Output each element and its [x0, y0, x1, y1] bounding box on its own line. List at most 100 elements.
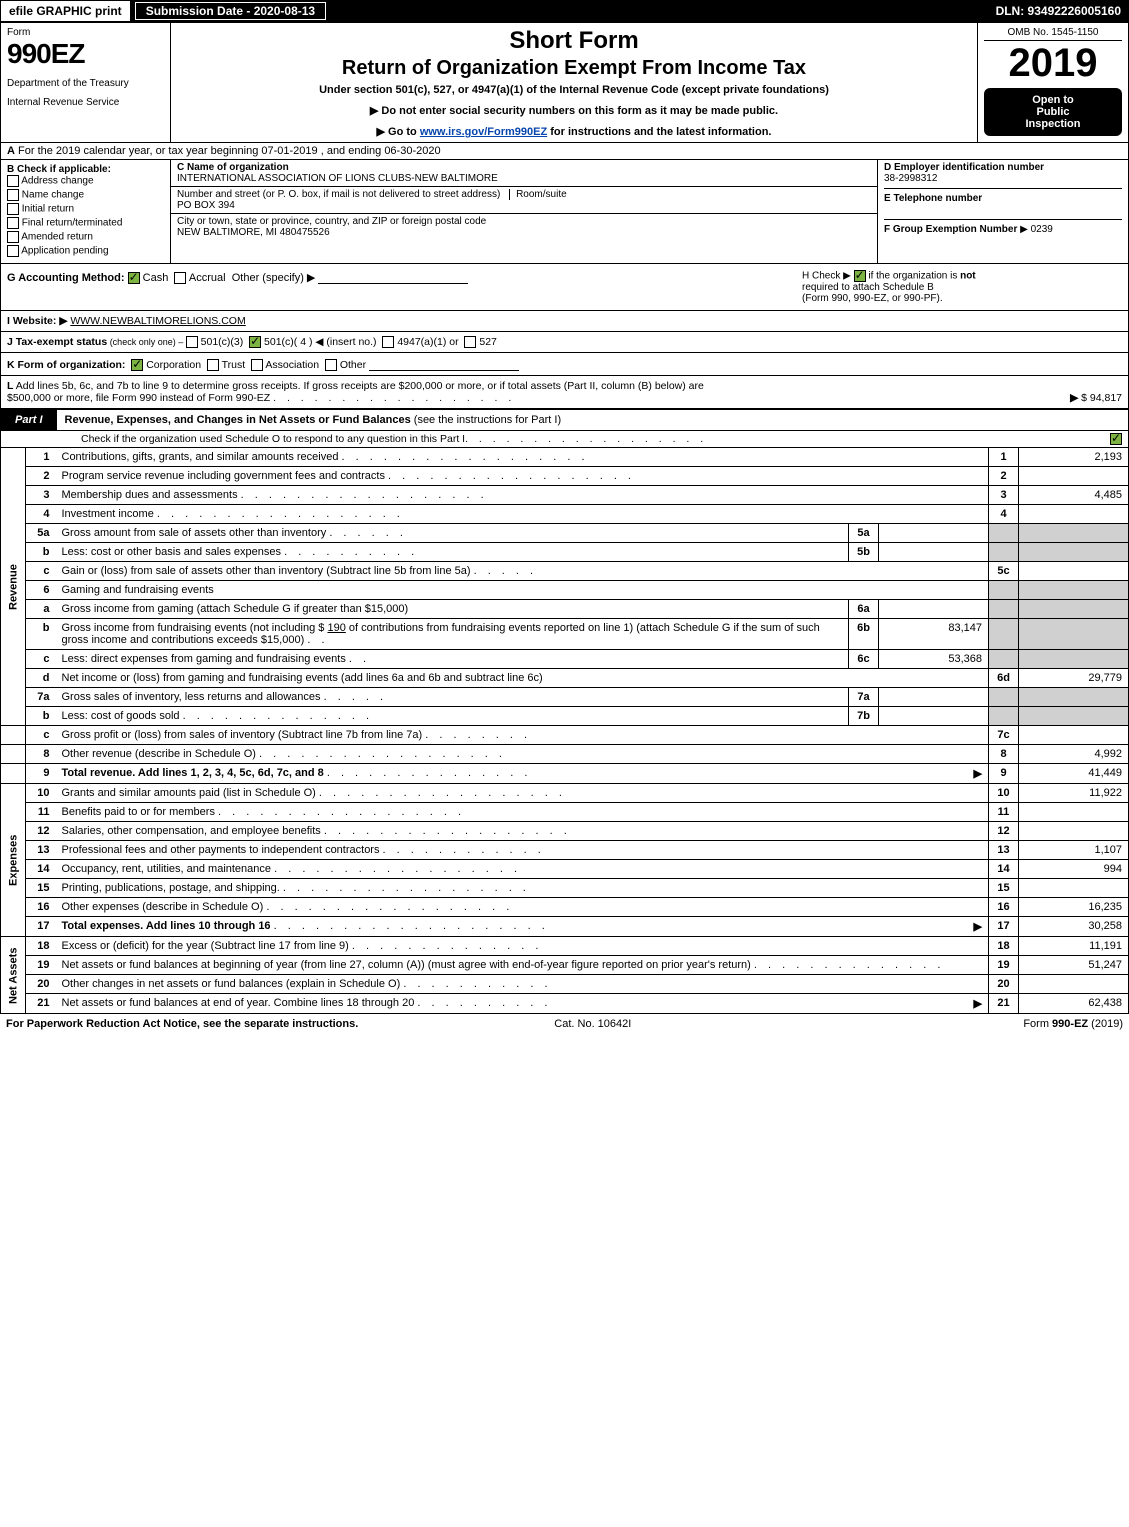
- line-18: Net Assets 18 Excess or (deficit) for th…: [1, 937, 1129, 956]
- i-website-row: I Website: ▶ WWW.NEWBALTIMORELIONS.COM: [0, 311, 1129, 332]
- line-num: 16: [26, 898, 56, 917]
- c-name-row: C Name of organization INTERNATIONAL ASS…: [171, 160, 877, 187]
- netassets-side-label: Net Assets: [1, 937, 26, 1014]
- line-desc: Gross sales of inventory, less returns a…: [56, 688, 849, 707]
- line-rtnum: 9: [989, 764, 1019, 784]
- line-desc: Total revenue. Add lines 1, 2, 3, 4, 5c,…: [56, 764, 989, 784]
- cb-application-pending[interactable]: Application pending: [7, 245, 164, 257]
- h-post: if the organization is: [866, 271, 961, 282]
- d-ein-block: D Employer identification number 38-2998…: [884, 162, 1122, 189]
- line-6a: a Gross income from gaming (attach Sched…: [1, 600, 1129, 619]
- line-num: a: [26, 600, 56, 619]
- d-label: D Employer identification number: [884, 162, 1044, 173]
- line-desc: Gross amount from sale of assets other t…: [56, 524, 849, 543]
- inbox-label: 7b: [849, 707, 879, 726]
- checkbox-checked-icon[interactable]: [128, 272, 140, 284]
- checkbox-checked-icon[interactable]: [854, 270, 866, 282]
- shaded-cell: [1019, 600, 1129, 619]
- cb-name-change[interactable]: Name change: [7, 189, 164, 201]
- a-text: For the 2019 calendar year, or tax year …: [15, 145, 441, 157]
- dots: . . . . . . . . . . . . . . . . . .: [465, 433, 1110, 445]
- checkbox-checked-icon[interactable]: [131, 359, 143, 371]
- cb-initial-return[interactable]: Initial return: [7, 203, 164, 215]
- j-501c3: 501(c)(3): [201, 336, 244, 348]
- line-8: 8 Other revenue (describe in Schedule O)…: [1, 745, 1129, 764]
- cb-amended-return[interactable]: Amended return: [7, 231, 164, 243]
- line-rtnum: 14: [989, 860, 1019, 879]
- checkbox-icon: [7, 175, 19, 187]
- line-num: 9: [26, 764, 56, 784]
- inbox-value: [879, 707, 989, 726]
- line-num: 14: [26, 860, 56, 879]
- e-phone-block: E Telephone number: [884, 193, 1122, 220]
- shaded-cell: [1019, 650, 1129, 669]
- line-num: 5a: [26, 524, 56, 543]
- line-value: 51,247: [1019, 956, 1129, 975]
- part1-title-text: Revenue, Expenses, and Changes in Net As…: [65, 414, 414, 426]
- irs-link[interactable]: www.irs.gov/Form990EZ: [420, 126, 547, 138]
- line-desc: Program service revenue including govern…: [56, 467, 989, 486]
- l-value: $ 94,817: [1081, 392, 1122, 404]
- h-line2: required to attach Schedule B: [802, 282, 934, 293]
- line-7c: c Gross profit or (loss) from sales of i…: [1, 726, 1129, 745]
- inbox-label: 7a: [849, 688, 879, 707]
- line-desc: Gain or (loss) from sale of assets other…: [56, 562, 989, 581]
- shaded-cell: [989, 543, 1019, 562]
- cb-final-return[interactable]: Final return/terminated: [7, 217, 164, 229]
- j-label: J Tax-exempt status: [7, 336, 107, 348]
- line-6c: c Less: direct expenses from gaming and …: [1, 650, 1129, 669]
- line-value: 30,258: [1019, 917, 1129, 937]
- j-tax-exempt-row: J Tax-exempt status (check only one) – 5…: [0, 332, 1129, 353]
- line-desc: Investment income . . . . . . . . . . . …: [56, 505, 989, 524]
- line-num: 20: [26, 975, 56, 994]
- l-gross-receipts-row: L Add lines 5b, 6c, and 7b to line 9 to …: [0, 376, 1129, 409]
- line-num: b: [26, 707, 56, 726]
- checkbox-icon[interactable]: [464, 336, 476, 348]
- k-other-input[interactable]: [369, 357, 519, 371]
- checkbox-checked-icon[interactable]: [249, 336, 261, 348]
- checkbox-icon[interactable]: [174, 272, 186, 284]
- form-ref: Form 990-EZ (2019): [1023, 1018, 1123, 1030]
- checkbox-checked-icon[interactable]: [1110, 433, 1122, 445]
- checkbox-icon[interactable]: [325, 359, 337, 371]
- efile-print-button[interactable]: efile GRAPHIC print: [0, 0, 131, 22]
- line-num: 15: [26, 879, 56, 898]
- shaded-cell: [1019, 581, 1129, 600]
- line-rtnum: 18: [989, 937, 1019, 956]
- cb-label: Address change: [21, 176, 93, 187]
- g-other-input[interactable]: [318, 270, 468, 284]
- line-desc: Professional fees and other payments to …: [56, 841, 989, 860]
- line-14: 14 Occupancy, rent, utilities, and maint…: [1, 860, 1129, 879]
- line-desc: Net assets or fund balances at beginning…: [56, 956, 989, 975]
- line-rtnum: 15: [989, 879, 1019, 898]
- checkbox-icon[interactable]: [382, 336, 394, 348]
- cb-address-change[interactable]: Address change: [7, 175, 164, 187]
- line-value: [1019, 562, 1129, 581]
- checkbox-icon: [7, 231, 19, 243]
- f-value: 0239: [1031, 224, 1053, 235]
- contrib-amount: 190: [327, 622, 345, 634]
- k-form-org-row: K Form of organization: Corporation Trus…: [0, 353, 1129, 376]
- line-desc: Salaries, other compensation, and employ…: [56, 822, 989, 841]
- line-value: [1019, 726, 1129, 745]
- line-desc: Gross profit or (loss) from sales of inv…: [56, 726, 989, 745]
- top-bar: efile GRAPHIC print Submission Date - 20…: [0, 0, 1129, 22]
- line-value: [1019, 803, 1129, 822]
- part1-check-text: Check if the organization used Schedule …: [81, 433, 465, 445]
- line-rtnum: 7c: [989, 726, 1019, 745]
- form-number: 990EZ: [7, 38, 164, 70]
- c-name-label: C Name of organization: [177, 162, 289, 173]
- checkbox-icon[interactable]: [186, 336, 198, 348]
- checkbox-icon[interactable]: [207, 359, 219, 371]
- cb-label: Amended return: [21, 232, 93, 243]
- website-link[interactable]: WWW.NEWBALTIMORELIONS.COM: [70, 315, 245, 327]
- checkbox-icon[interactable]: [251, 359, 263, 371]
- j-501c: 501(c)( 4 ) ◀ (insert no.): [264, 336, 377, 348]
- goto-line: ▶ Go to www.irs.gov/Form990EZ for instru…: [181, 125, 967, 138]
- line-num: 18: [26, 937, 56, 956]
- dots: . . . . . . . . . . . . . . . . . .: [259, 748, 506, 760]
- inbox-value: [879, 688, 989, 707]
- shaded-cell: [989, 524, 1019, 543]
- line-11: 11 Benefits paid to or for members . . .…: [1, 803, 1129, 822]
- gh-row: G Accounting Method: Cash Accrual Other …: [0, 264, 1129, 311]
